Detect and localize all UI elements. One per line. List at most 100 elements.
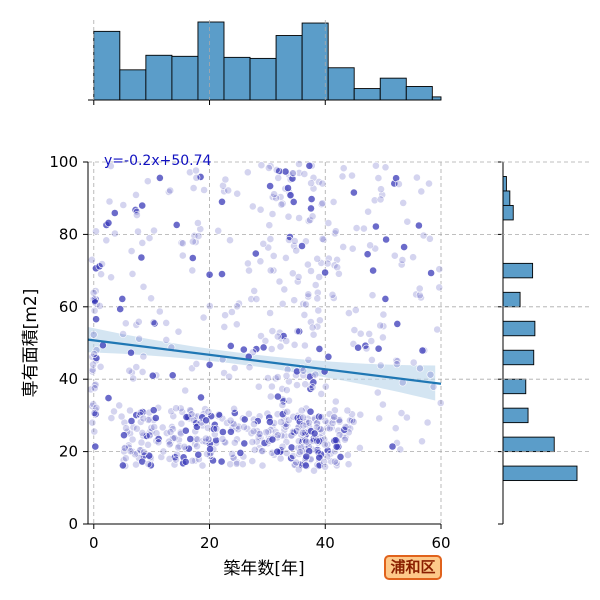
scatter-point-361 [276, 193, 285, 201]
scatter-point-434 [341, 422, 350, 431]
scatter-point-625 [392, 360, 401, 369]
scatter-point-505 [135, 334, 144, 343]
scatter-point-363 [132, 320, 141, 329]
scatter-point-437 [348, 244, 357, 253]
scatter-point-478 [371, 222, 380, 231]
scatter-point-487 [230, 364, 239, 372]
scatter-point-256 [250, 420, 258, 429]
scatter-point-464 [324, 254, 333, 263]
scatter-point-388 [174, 327, 183, 336]
scatter-point-662 [218, 270, 226, 278]
scatter-point-310 [209, 425, 218, 433]
scatter-point-579 [259, 343, 268, 352]
scatter-point-708 [266, 392, 275, 401]
scatter-point-607 [252, 295, 261, 303]
scatter-point-656 [398, 256, 407, 264]
scatter-point-356 [254, 382, 263, 391]
scatter-point-393 [251, 249, 260, 258]
scatter-point-599 [339, 164, 348, 173]
scatter-point-569 [339, 242, 348, 251]
scatter-point-532 [393, 319, 402, 328]
y-tick-label-2: 40 [59, 370, 78, 388]
scatter-point-320 [132, 424, 141, 433]
scatter-point-618 [399, 198, 408, 207]
scatter-point-740 [274, 173, 283, 182]
scatter-point-376 [324, 352, 333, 361]
scatter-point-414 [102, 236, 111, 245]
top-histogram [88, 21, 442, 105]
scatter-point-542 [425, 179, 433, 188]
scatter-point-701 [295, 214, 303, 222]
scatter-point-407 [409, 253, 417, 262]
right-hist-bar-1 [502, 176, 507, 192]
scatter-point-308 [262, 428, 270, 437]
scatter-point-589 [250, 286, 259, 295]
scatter-point-252 [226, 427, 235, 436]
scatter-point-623 [352, 224, 361, 232]
scatter-point-548 [243, 168, 252, 177]
scatter-point-643 [248, 202, 257, 211]
scatter-point-617 [125, 366, 134, 375]
scatter-point-159 [126, 406, 134, 415]
scatter-point-428 [381, 163, 390, 172]
scatter-point-486 [281, 253, 290, 262]
scatter-point-668 [402, 413, 411, 422]
scatter-point-196 [158, 423, 167, 432]
scatter-point-131 [217, 457, 226, 466]
scatter-point-228 [170, 460, 179, 469]
right-hist-bar-2 [502, 190, 511, 206]
scatter-point-530 [338, 172, 347, 181]
scatter-point-568 [427, 269, 435, 277]
scatter-point-596 [412, 173, 421, 182]
scatter-point-185 [349, 417, 358, 426]
scatter-point-552 [206, 445, 214, 453]
scatter-point-653 [364, 207, 372, 216]
scatter-point-385 [356, 410, 365, 419]
scatter-point-232 [276, 418, 285, 426]
scatter-point-475 [180, 442, 189, 451]
scatter-point-451 [110, 209, 119, 217]
scatter-point-754 [304, 355, 313, 364]
scatter-point-443 [309, 330, 318, 339]
scatter-point-682 [313, 254, 322, 263]
scatter-point-796 [296, 448, 304, 456]
scatter-point-359 [417, 187, 426, 196]
scatter-point-445 [188, 266, 197, 275]
scatter-point-477 [178, 239, 187, 248]
scatter-point-44 [276, 454, 285, 463]
scatter-point-792 [298, 428, 307, 437]
scatter-point-725 [285, 235, 293, 244]
scatter-point-533 [435, 265, 444, 274]
scatter-point-332 [167, 407, 176, 416]
scatter-point-333 [165, 440, 174, 449]
scatter-point-661 [280, 285, 289, 294]
scatter-point-565 [261, 336, 270, 345]
scatter-point-574 [340, 435, 349, 444]
scatter-point-608 [266, 235, 275, 243]
ward-badge: 浦和区 [384, 555, 442, 580]
scatter-point-503 [321, 382, 330, 391]
scatter-point-562 [417, 293, 425, 302]
scatter-point-329 [212, 424, 221, 433]
scatter-point-650 [205, 270, 214, 279]
scatter-point-396 [367, 355, 376, 364]
confidence-band [88, 327, 436, 401]
scatter-point-721 [272, 194, 280, 202]
scatter-point-325 [258, 461, 267, 470]
scatter-point-742 [308, 323, 317, 332]
scatter-point-141 [229, 453, 238, 462]
scatter-point-741 [288, 269, 297, 278]
scatter-point-450 [233, 189, 242, 198]
scatter-point-677 [311, 281, 320, 289]
scatter-point-756 [308, 383, 317, 392]
scatter-point-571 [418, 346, 427, 355]
scatter-point-235 [171, 455, 180, 464]
scatter-point-336 [301, 436, 309, 445]
scatter-point-347 [140, 448, 148, 457]
scatter-point-399 [426, 370, 435, 379]
scatter-point-405 [351, 306, 360, 314]
scatter-point-739 [300, 341, 309, 350]
scatter-point-466 [359, 224, 368, 233]
scatter-point-667 [168, 371, 177, 380]
scatter-point-753 [309, 378, 318, 387]
